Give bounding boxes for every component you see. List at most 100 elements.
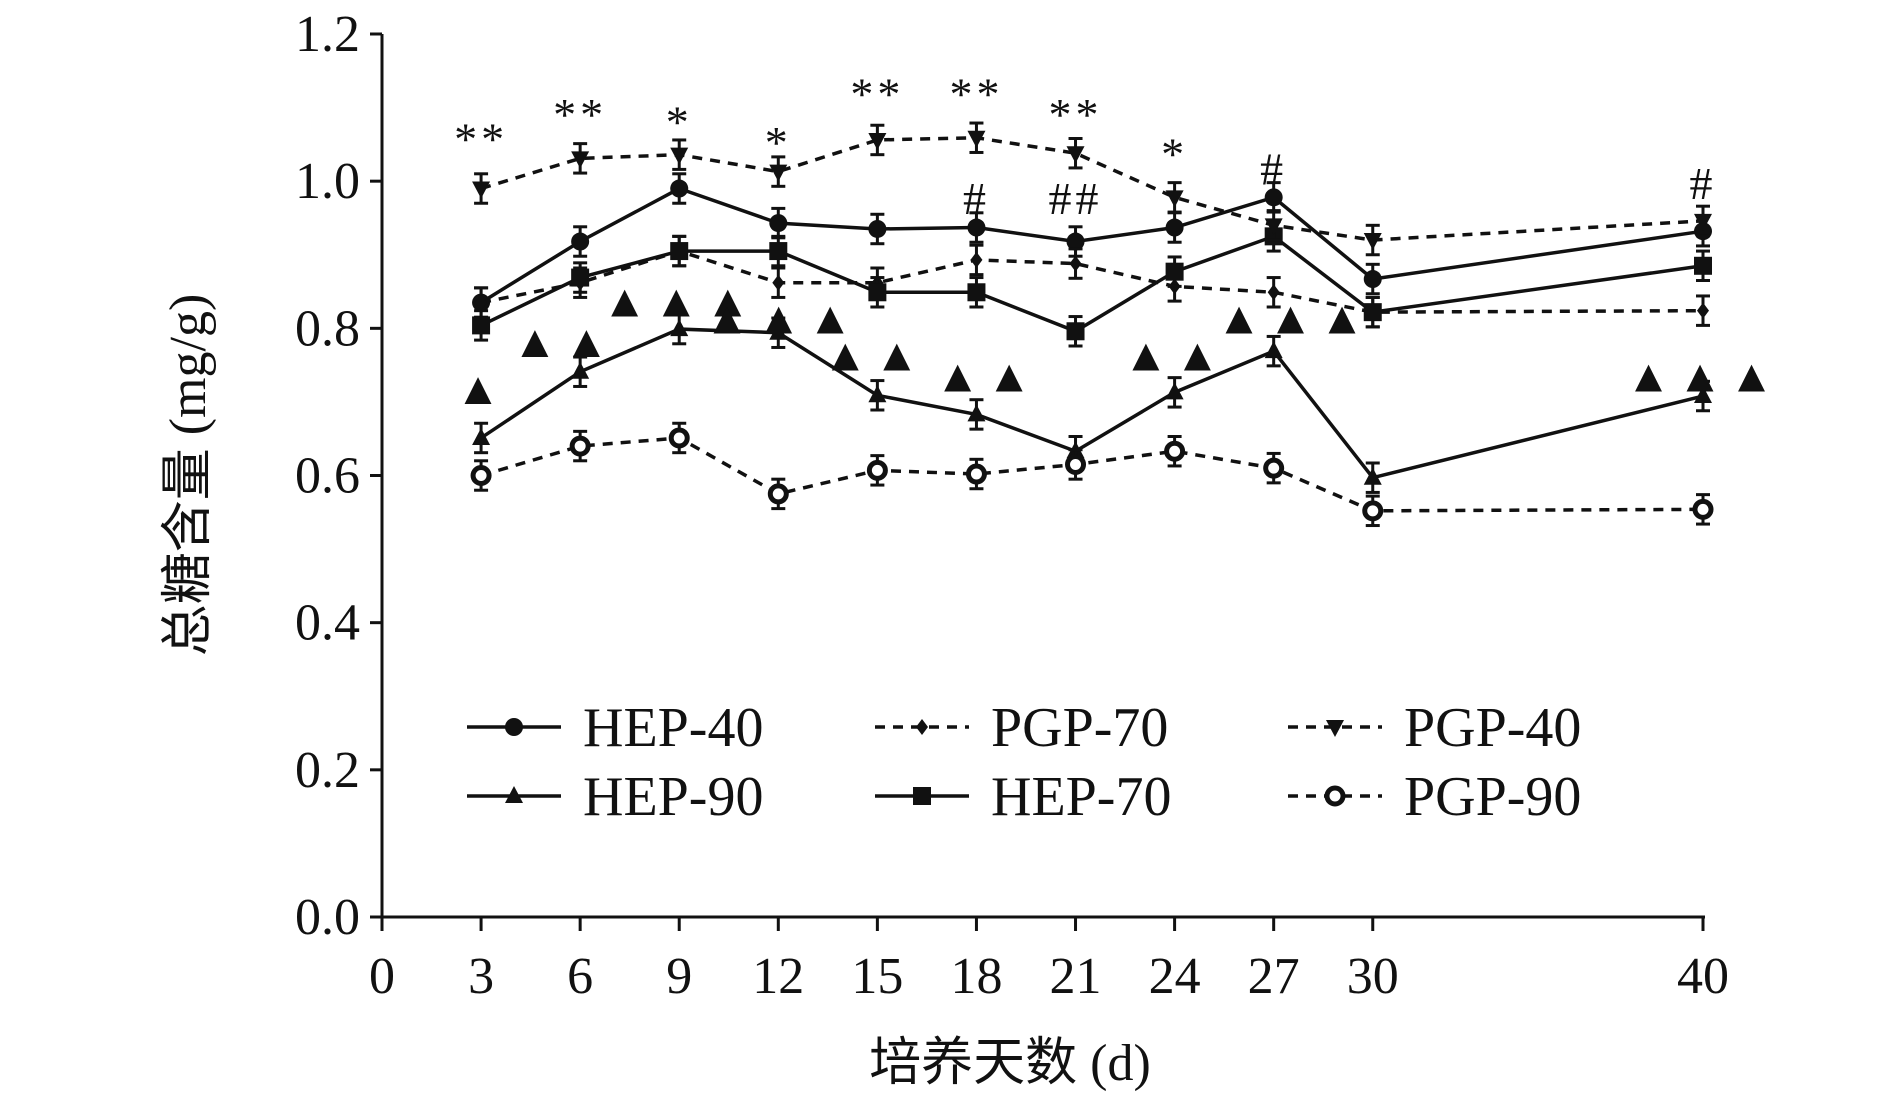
data-point [868,219,887,238]
annotation-label: # [1690,158,1717,209]
legend-label: PGP-90 [1404,766,1581,828]
series-pgp-40 [472,121,1712,257]
data-point [569,435,591,457]
annotation-label: * [765,117,792,168]
annotation-label: # [1260,143,1287,194]
axes: 0.0 0.2 0.4 0.6 0.8 1.0 1.2 0 3 6 9 12 15 18 21 24 27 30 4… [295,6,1729,1005]
annotation-label: ** [850,68,904,119]
data-point [970,251,983,268]
data-point [1363,303,1382,322]
series-line [480,436,1704,513]
legend-marker [916,719,928,735]
y-tick-label: 1.0 [295,153,360,210]
legend-item-hep-70: HEP-70 [875,766,1171,828]
annotation-label: ▲▲▲ [602,276,757,327]
data-point [668,427,690,449]
data-point [1263,457,1285,479]
x-axis-label: 培养天数 (d) [869,1035,1151,1092]
data-point [866,459,888,481]
data-point [1363,270,1382,289]
data-point [1694,256,1712,275]
series-hep-70 [472,220,1712,348]
data-point [1697,302,1709,319]
x-tick-label: 3 [468,948,494,1005]
data-point [967,218,986,237]
data-point [670,179,689,198]
y-axis-label: 总糖含量 (mg/g) [160,294,217,657]
x-tick-label: 12 [752,948,804,1005]
data-point [868,283,887,302]
annotation-label: ▲▲ [823,329,926,380]
annotation-label: ## [1049,173,1103,224]
data-point [475,294,488,311]
x-tick-label: 21 [1050,948,1102,1005]
data-point [1363,467,1382,485]
data-point [1165,382,1184,400]
data-point [769,214,788,233]
data-point [769,164,788,182]
data-point [670,147,689,165]
legend: HEP-40 HEP-90 PGP-70 HEP-70 PGP-40 PGP-90 [467,697,1581,828]
data-point [472,181,491,199]
data-point [1694,213,1712,231]
x-tick-label: 18 [950,948,1002,1005]
data-point [472,427,491,445]
y-tick-label: 0.0 [295,889,360,946]
series-hep-90 [472,312,1712,494]
data-point [1165,190,1184,208]
legend-marker [1324,785,1346,807]
legend-item-pgp-40: PGP-40 [1288,697,1581,759]
annotation-label: ▲▲ [512,316,615,367]
data-point [1066,146,1085,164]
annotation-label: ▲▲▲ [704,293,859,344]
y-tick-label: 0.6 [295,448,360,505]
annotation-label: * [666,96,693,147]
data-point [769,322,788,340]
legend-marker [1326,720,1344,737]
annotation-label: * [1161,129,1188,180]
data-point [772,274,785,291]
legend-item-hep-90: HEP-90 [467,766,763,828]
data-point [571,232,590,251]
data-point [1264,218,1283,236]
x-tick-label: 24 [1149,948,1201,1005]
annotation-label: ** [553,89,607,140]
data-point [769,242,788,261]
data-point [967,130,986,148]
data-point [1362,500,1384,522]
data-point [1363,233,1382,251]
legend-label: PGP-70 [991,697,1168,759]
legend-item-pgp-70: PGP-70 [875,697,1168,759]
legend-marker [505,786,523,803]
series-pgp-90 [470,421,1714,528]
x-tick-label: 30 [1347,948,1399,1005]
data-point [1165,218,1184,237]
annotation-label: ▲▲▲ [1626,351,1781,402]
legend-label: HEP-90 [583,766,763,828]
data-point [472,316,491,335]
annotation-label: ** [949,68,1003,119]
data-point [470,465,492,486]
y-tick-label: 0.4 [295,595,360,652]
x-tick-label: 9 [666,948,692,1005]
data-point [670,242,689,261]
x-tick-label: 6 [567,948,593,1005]
annotation-label: ▲▲ [935,351,1038,402]
legend-marker [505,718,523,736]
data-point [965,463,987,485]
data-point [967,283,986,302]
annotations: ** ** * *** ** ***# ### #▲▲▲▲▲▲▲▲▲▲▲ ▲▲ ▲▲▲▲▲▲▲▲ [454,68,1781,414]
annotation-label: ▲▲▲ [1216,293,1371,344]
data-point [1069,255,1082,272]
data-point [1692,498,1714,520]
y-tick-label: 0.2 [295,742,360,799]
data-point [1264,188,1283,207]
x-tick-label: 27 [1248,948,1300,1005]
legend-label: HEP-40 [583,697,763,759]
annotation-label: ** [454,113,508,164]
annotation-label: ** [1049,89,1103,140]
legend-item-pgp-90: PGP-90 [1288,766,1581,828]
x-tick-label: 0 [369,948,395,1005]
annotation-label: # [963,173,990,224]
data-point [868,132,887,150]
